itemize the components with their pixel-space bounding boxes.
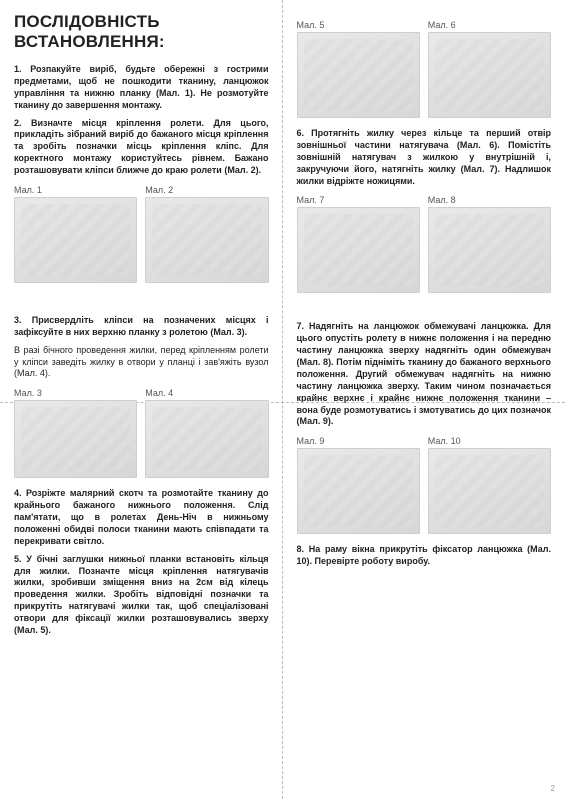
left-bottom-block: 3. Присвердліть кліпси на позначених міс… — [14, 315, 269, 643]
figure-5: Мал. 5 — [297, 20, 420, 118]
right-bottom-block: 7. Надягніть на ланцюжок обмежувачі ланц… — [297, 321, 552, 574]
step-3a-text: 3. Присвердліть кліпси на позначених міс… — [14, 315, 269, 339]
step-1-text: 1. Розпакуйте виріб, будьте обережні з г… — [14, 64, 269, 112]
fig-row-1-2: Мал. 1 Мал. 2 — [14, 185, 269, 283]
step-8-text: 8. На раму вікна прикрутіть фіксатор лан… — [297, 544, 552, 568]
figure-6-image — [428, 32, 551, 118]
figure-9-image — [297, 448, 420, 534]
figure-10-label: Мал. 10 — [428, 436, 551, 446]
step-5-text: 5. У бічні заглушки нижньої планки встан… — [14, 554, 269, 637]
figure-10: Мал. 10 — [428, 436, 551, 534]
left-column: ПОСЛІДОВНІСТЬ ВСТАНОВЛЕННЯ: 1. Розпакуйт… — [0, 0, 283, 799]
fig-row-7-8: Мал. 7 Мал. 8 — [297, 195, 552, 293]
step-2-text: 2. Визначте місця кріплення ролети. Для … — [14, 118, 269, 177]
step-6-text: 6. Протягніть жилку через кільце та перш… — [297, 128, 552, 187]
figure-4-label: Мал. 4 — [145, 388, 268, 398]
figure-6-label: Мал. 6 — [428, 20, 551, 30]
step-4-text: 4. Розріжте малярний скотч та розмотайте… — [14, 488, 269, 547]
left-top-block: ПОСЛІДОВНІСТЬ ВСТАНОВЛЕННЯ: 1. Розпакуйт… — [14, 12, 269, 293]
figure-9-label: Мал. 9 — [297, 436, 420, 446]
fig-row-9-10: Мал. 9 Мал. 10 — [297, 436, 552, 534]
figure-5-image — [297, 32, 420, 118]
figure-8: Мал. 8 — [428, 195, 551, 293]
page-title: ПОСЛІДОВНІСТЬ ВСТАНОВЛЕННЯ: — [14, 12, 269, 52]
figure-3-image — [14, 400, 137, 478]
figure-10-image — [428, 448, 551, 534]
step-7-text: 7. Надягніть на ланцюжок обмежувачі ланц… — [297, 321, 552, 428]
figure-1-label: Мал. 1 — [14, 185, 137, 195]
figure-8-label: Мал. 8 — [428, 195, 551, 205]
figure-2-image — [145, 197, 268, 283]
figure-7: Мал. 7 — [297, 195, 420, 293]
fig-row-5-6: Мал. 5 Мал. 6 — [297, 20, 552, 118]
figure-6: Мал. 6 — [428, 20, 551, 118]
figure-7-image — [297, 207, 420, 293]
figure-8-image — [428, 207, 551, 293]
figure-4-image — [145, 400, 268, 478]
right-top-block: Мал. 5 Мал. 6 6. Протягніть жилку через … — [297, 12, 552, 303]
figure-9: Мал. 9 — [297, 436, 420, 534]
figure-1-image — [14, 197, 137, 283]
figure-3: Мал. 3 — [14, 388, 137, 478]
figure-4: Мал. 4 — [145, 388, 268, 478]
step-3b-text: В разі бічного проведення жилки, перед к… — [14, 345, 269, 381]
figure-7-label: Мал. 7 — [297, 195, 420, 205]
right-column: Мал. 5 Мал. 6 6. Протягніть жилку через … — [283, 0, 565, 799]
figure-2-label: Мал. 2 — [145, 185, 268, 195]
figure-1: Мал. 1 — [14, 185, 137, 283]
figure-3-label: Мал. 3 — [14, 388, 137, 398]
page-number: 2 — [551, 784, 555, 793]
vertical-divider — [282, 0, 283, 799]
figure-2: Мал. 2 — [145, 185, 268, 283]
figure-5-label: Мал. 5 — [297, 20, 420, 30]
